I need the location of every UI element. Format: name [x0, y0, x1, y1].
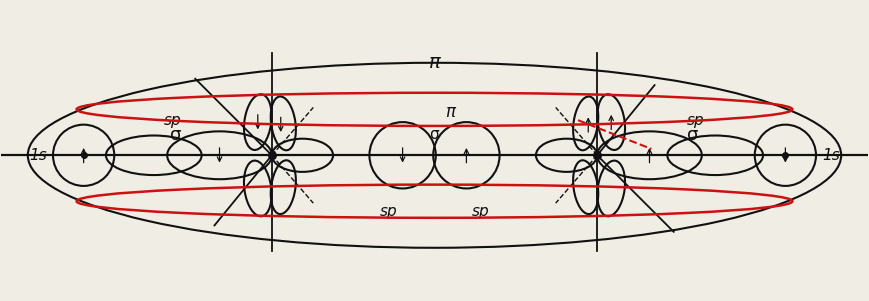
Text: σ: σ	[429, 127, 440, 142]
Text: sp: sp	[164, 113, 182, 128]
Text: π: π	[428, 53, 441, 72]
Text: sp: sp	[472, 204, 489, 219]
Text: 1s: 1s	[29, 148, 47, 163]
Text: 1s: 1s	[822, 148, 840, 163]
Text: sp: sp	[687, 113, 705, 128]
Text: σ: σ	[687, 126, 699, 144]
Text: π: π	[446, 103, 455, 121]
Text: σ: σ	[170, 126, 182, 144]
Text: sp: sp	[380, 204, 397, 219]
